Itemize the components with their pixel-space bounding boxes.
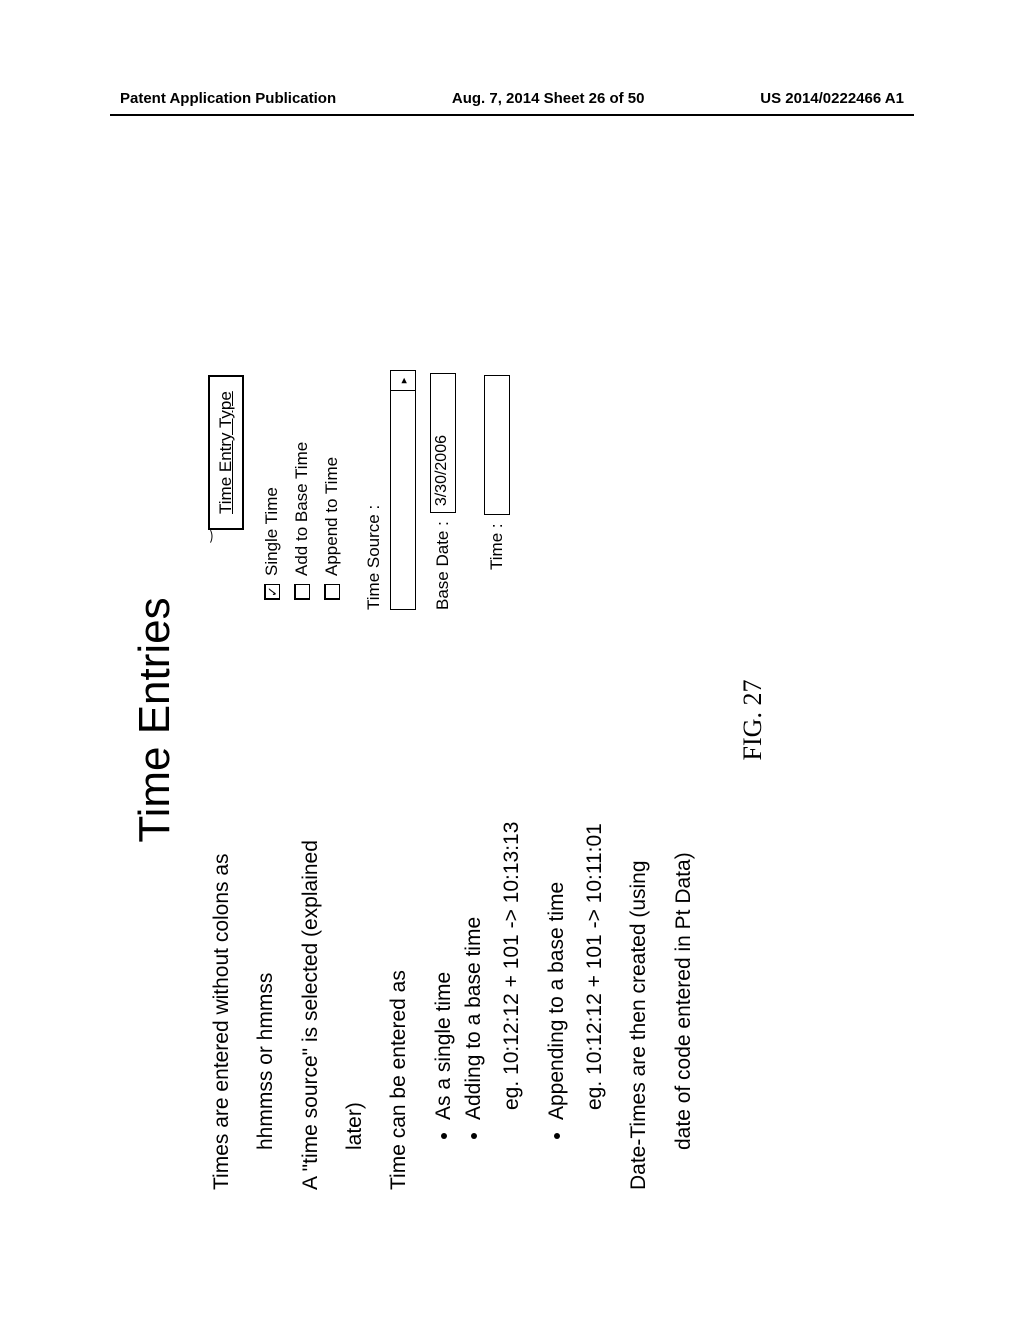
checkbox-label-add: Add to Base Time (292, 442, 312, 576)
form-panel: Time Entry Type ✓ Single Time Add to Bas… (208, 250, 714, 610)
figure-caption: FIG. 27 (738, 210, 768, 1230)
slide-title: Time Entries (130, 210, 180, 1230)
bullet-1: As a single time (430, 650, 458, 1120)
header-center: Aug. 7, 2014 Sheet 26 of 50 (452, 90, 645, 107)
explanation-text: Times are entered without colons as hhmm… (208, 650, 714, 1190)
example-1: eg. 10:12:12 + 101 -> 10:13:13 (498, 650, 526, 1190)
page-header: Patent Application Publication Aug. 7, 2… (0, 90, 1024, 107)
chevron-down-icon: ▸ (391, 371, 415, 391)
header-right: US 2014/0222466 A1 (760, 90, 904, 107)
header-left: Patent Application Publication (120, 90, 336, 107)
base-date-label: Base Date : (433, 521, 453, 610)
para-4a: Date-Times are then created (using (625, 650, 653, 1190)
slide-content: Time Entries Times are entered without c… (130, 210, 890, 1230)
para-2a: A "time source" is selected (explained (297, 650, 325, 1190)
checkbox-single-time[interactable]: ✓ (264, 584, 280, 600)
example-2: eg. 10:12:12 + 101 -> 10:11:01 (581, 650, 609, 1190)
checkbox-row-single[interactable]: ✓ Single Time (262, 250, 282, 610)
bullet-3: Appending to a base time (543, 650, 571, 1120)
para-1a: Times are entered without colons as (208, 650, 236, 1190)
checkbox-row-add[interactable]: Add to Base Time (292, 250, 312, 610)
bullet-2: Adding to a base time (460, 650, 488, 1120)
para-4b: date of code entered in Pt Data) (670, 650, 698, 1190)
para-3: Time can be entered as (385, 650, 413, 1190)
checkbox-add-base[interactable] (294, 584, 310, 600)
para-1b: hhmmss or hmmss (252, 650, 280, 1190)
time-entry-type-label: Time Entry Type (216, 391, 235, 514)
time-input[interactable] (484, 375, 510, 515)
time-label: Time : (487, 523, 507, 570)
checkbox-row-append[interactable]: Append to Time (322, 250, 342, 610)
checkbox-label-append: Append to Time (322, 457, 342, 576)
base-date-input[interactable]: 3/30/2006 (430, 373, 456, 513)
checkbox-label-single: Single Time (262, 487, 282, 576)
time-source-label: Time Source : (364, 250, 384, 610)
time-source-dropdown[interactable]: ▸ (390, 370, 416, 610)
time-entry-type-button[interactable]: Time Entry Type (208, 375, 244, 530)
checkbox-append[interactable] (324, 584, 340, 600)
header-rule (110, 114, 914, 116)
para-2b: later) (341, 650, 369, 1190)
